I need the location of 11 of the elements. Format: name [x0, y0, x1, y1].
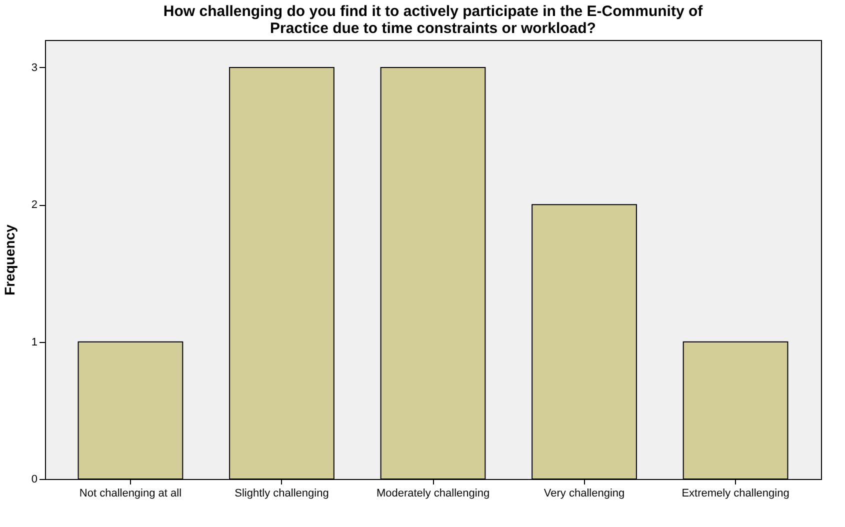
- y-tick-label: 2: [31, 199, 38, 212]
- x-tick-label: Slightly challenging: [234, 488, 329, 500]
- y-tick-label: 1: [31, 336, 38, 348]
- x-tick-label: Very challenging: [544, 488, 625, 500]
- y-tick-label: 3: [31, 62, 38, 74]
- x-tick-label: Not challenging at all: [79, 488, 182, 500]
- x-tick-label: Extremely challenging: [682, 488, 790, 500]
- x-tick-label: Moderately challenging: [376, 488, 490, 500]
- y-axis-title: Frequency: [1, 224, 18, 296]
- chart-title: How challenging do you find it to actively participate in the E-Community of Practice due to time constraints or workload?: [163, 3, 704, 37]
- y-tick-label: 0: [31, 474, 38, 486]
